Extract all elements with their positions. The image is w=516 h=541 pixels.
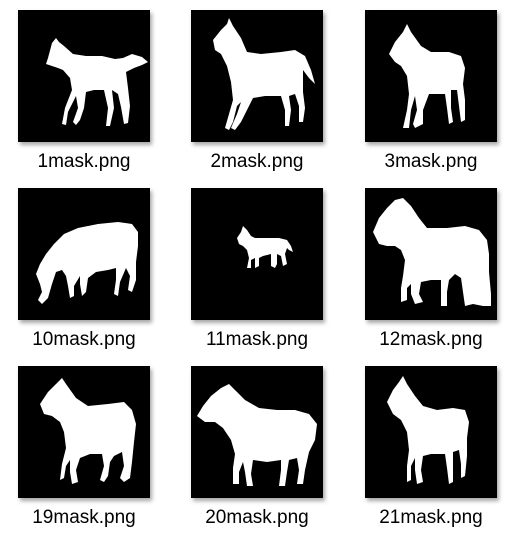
file-name-label: 19mask.png (32, 507, 136, 528)
file-item-2mask[interactable]: 2mask.png (166, 0, 336, 178)
file-name-label: 11mask.png (205, 329, 309, 350)
file-item-12mask[interactable]: 12mask.png (340, 178, 510, 356)
file-name-label: 21mask.png (379, 507, 483, 528)
file-item-20mask[interactable]: 20mask.png (166, 356, 336, 534)
file-name-label: 12mask.png (379, 329, 483, 350)
file-name-label: 1mask.png (37, 151, 131, 172)
thumbnail-12mask[interactable] (365, 188, 497, 320)
thumbnail-19mask[interactable] (18, 366, 150, 498)
horse-silhouette-icon (213, 18, 315, 130)
file-item-3mask[interactable]: 3mask.png (340, 0, 510, 178)
file-item-1mask[interactable]: 1mask.png (0, 0, 163, 178)
file-item-19mask[interactable]: 19mask.png (0, 356, 163, 534)
thumbnail-2mask[interactable] (191, 10, 323, 142)
file-name-label: 3mask.png (384, 151, 478, 172)
horse-silhouette-icon (237, 226, 293, 268)
horse-silhouette-icon (36, 222, 138, 304)
thumbnail-11mask[interactable] (191, 188, 323, 320)
horse-silhouette-icon (389, 24, 465, 128)
thumbnail-3mask[interactable] (365, 10, 497, 142)
file-item-21mask[interactable]: 21mask.png (340, 356, 510, 534)
horse-silhouette-icon (387, 376, 469, 484)
thumbnail-10mask[interactable] (18, 188, 150, 320)
horse-silhouette-icon (46, 38, 148, 126)
thumbnail-21mask[interactable] (365, 366, 497, 498)
thumbnail-1mask[interactable] (18, 10, 150, 142)
horse-silhouette-icon (373, 198, 491, 306)
file-name-label: 2mask.png (210, 151, 304, 172)
file-name-label: 20mask.png (205, 507, 309, 528)
horse-silhouette-icon (40, 378, 136, 484)
file-item-11mask[interactable]: 11mask.png (166, 178, 336, 356)
thumbnail-20mask[interactable] (191, 366, 323, 498)
file-name-label: 10mask.png (32, 329, 136, 350)
file-item-10mask[interactable]: 10mask.png (0, 178, 163, 356)
horse-silhouette-icon (197, 384, 317, 486)
